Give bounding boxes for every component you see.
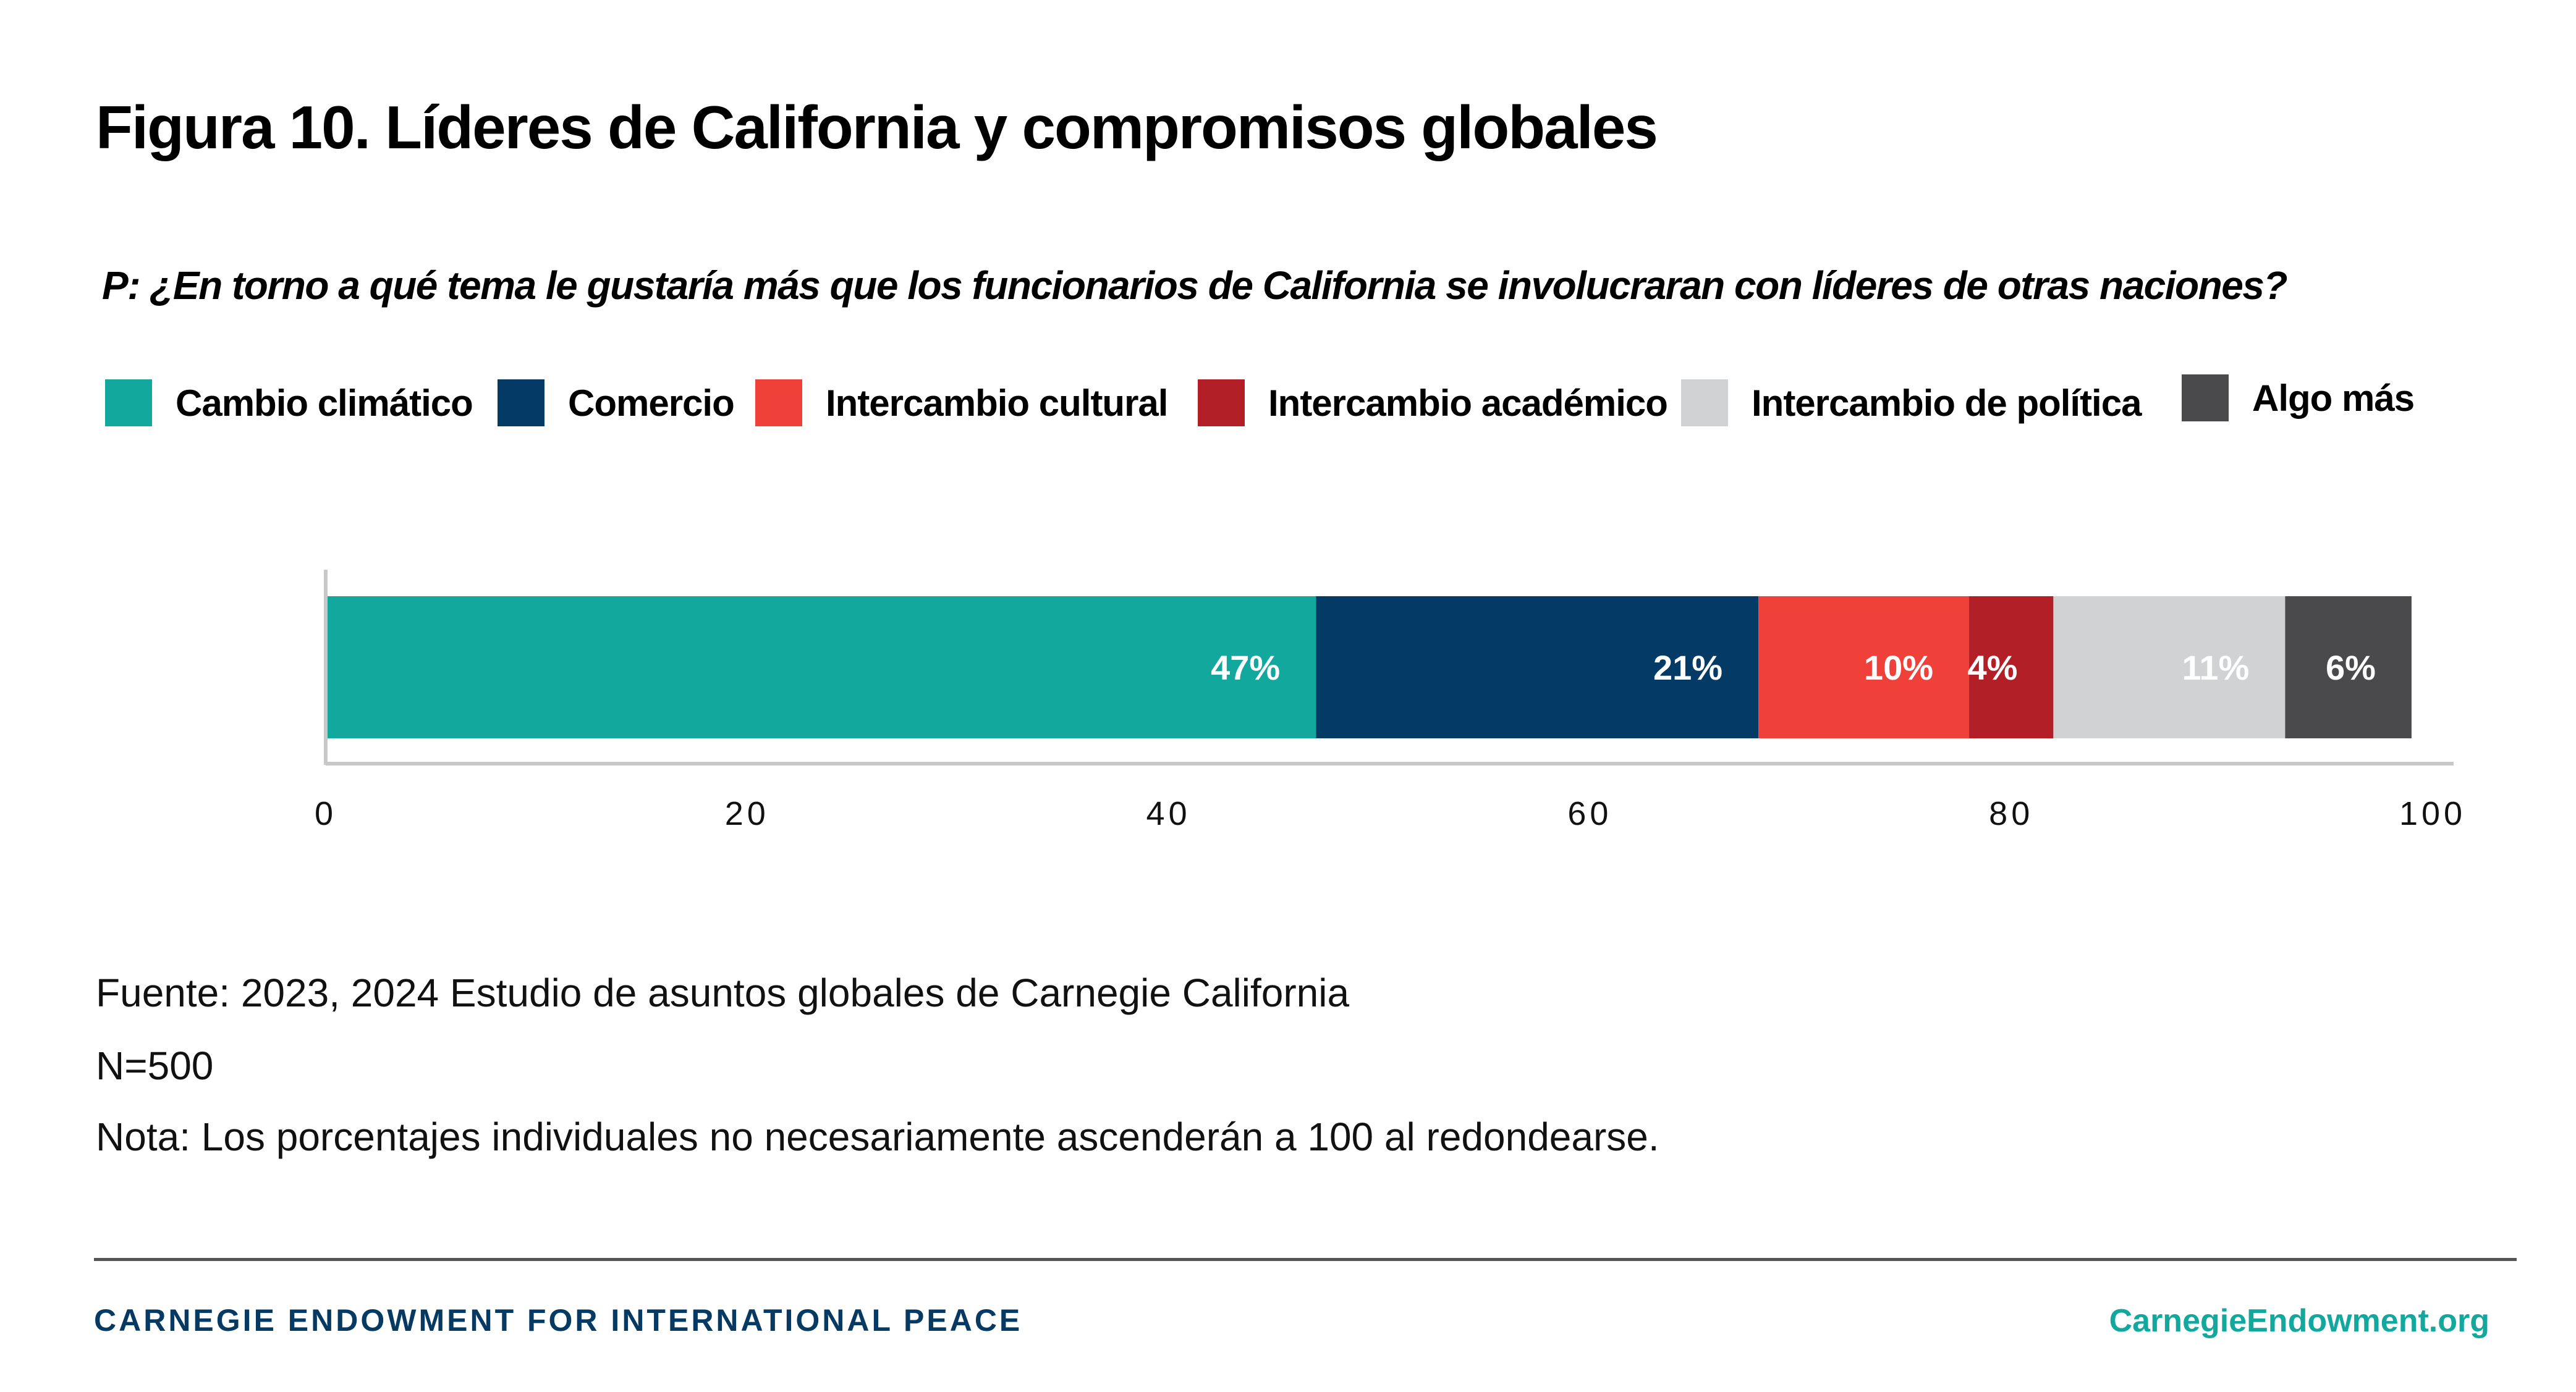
stacked-bar-chart: 47% 21% 10% 4% 11% 6% 0 20 40 60 80 100 <box>315 570 2466 832</box>
bar-group <box>326 596 2412 738</box>
legend-item-intercambio-cultural: Intercambio cultural <box>755 378 1168 428</box>
x-axis-ticks: 0 20 40 60 80 100 <box>315 795 2466 832</box>
bar-data-label: 10% <box>1864 648 1933 687</box>
footer-website-link[interactable]: CarnegieEndowment.org <box>2109 1303 2489 1339</box>
bar-segment-3 <box>1969 596 2054 738</box>
x-tick-label: 40 <box>1146 795 1191 832</box>
bar-segment-2 <box>1758 596 1970 738</box>
x-tick-label: 60 <box>1567 795 1612 832</box>
legend-item-intercambio-politica: Intercambio de política <box>1681 378 2142 428</box>
bar-data-label: 47% <box>1211 648 1280 687</box>
footer-divider <box>94 1258 2517 1261</box>
bar-data-label: 4% <box>1967 648 2017 687</box>
legend-label: Algo más <box>2252 377 2415 419</box>
x-tick-label: 100 <box>2399 795 2466 832</box>
bar-segment-1 <box>1316 596 1759 738</box>
legend-label: Comercio <box>568 382 735 424</box>
legend-item-intercambio-academico: Intercambio académico <box>1198 378 1668 428</box>
chart-question: P: ¿En torno a qué tema le gustaría más … <box>102 263 2288 308</box>
source-line: Fuente: 2023, 2024 Estudio de asuntos gl… <box>96 971 1350 1015</box>
bar-data-label: 6% <box>2326 648 2376 687</box>
legend-swatch <box>1681 379 1728 426</box>
bar-segment-0 <box>326 596 1316 738</box>
legend-item-comercio: Comercio <box>498 378 735 428</box>
note-line: Nota: Los porcentajes individuales no ne… <box>96 1115 1659 1159</box>
legend-swatch <box>755 379 802 426</box>
legend-label: Intercambio cultural <box>826 382 1168 424</box>
legend-swatch <box>105 379 152 426</box>
legend-item-algo-mas: Algo más <box>2182 373 2415 423</box>
x-tick-label: 80 <box>1989 795 2033 832</box>
bar-segment-4 <box>2053 596 2286 738</box>
x-tick-label: 20 <box>725 795 769 832</box>
legend-item-cambio-climatico: Cambio climático <box>105 378 473 428</box>
bar-segment-5 <box>2285 596 2412 738</box>
legend-swatch <box>2182 374 2229 421</box>
bar-label-group: 47% 21% 10% 4% 11% 6% <box>1211 648 2376 687</box>
legend-label: Cambio climático <box>176 382 473 424</box>
legend-swatch <box>498 379 544 426</box>
x-tick-label: 0 <box>315 795 337 832</box>
legend-label: Intercambio de política <box>1752 382 2142 424</box>
sample-size: N=500 <box>96 1044 214 1088</box>
chart-title: Figura 10. Líderes de California y compr… <box>96 93 1658 161</box>
bar-data-label: 21% <box>1653 648 1722 687</box>
legend-swatch <box>1198 379 1245 426</box>
legend-label: Intercambio académico <box>1268 382 1668 424</box>
bar-data-label: 11% <box>2182 648 2249 687</box>
footer-organization: CARNEGIE ENDOWMENT FOR INTERNATIONAL PEA… <box>94 1303 1023 1338</box>
